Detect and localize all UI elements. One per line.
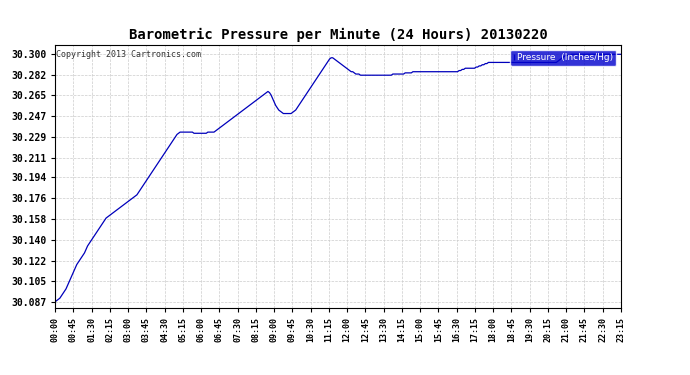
- Text: Copyright 2013 Cartronics.com: Copyright 2013 Cartronics.com: [56, 50, 201, 59]
- Title: Barometric Pressure per Minute (24 Hours) 20130220: Barometric Pressure per Minute (24 Hours…: [129, 28, 547, 42]
- Legend: Pressure  (Inches/Hg): Pressure (Inches/Hg): [511, 50, 616, 66]
